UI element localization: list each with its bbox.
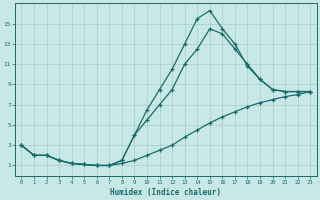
X-axis label: Humidex (Indice chaleur): Humidex (Indice chaleur) — [110, 188, 221, 197]
